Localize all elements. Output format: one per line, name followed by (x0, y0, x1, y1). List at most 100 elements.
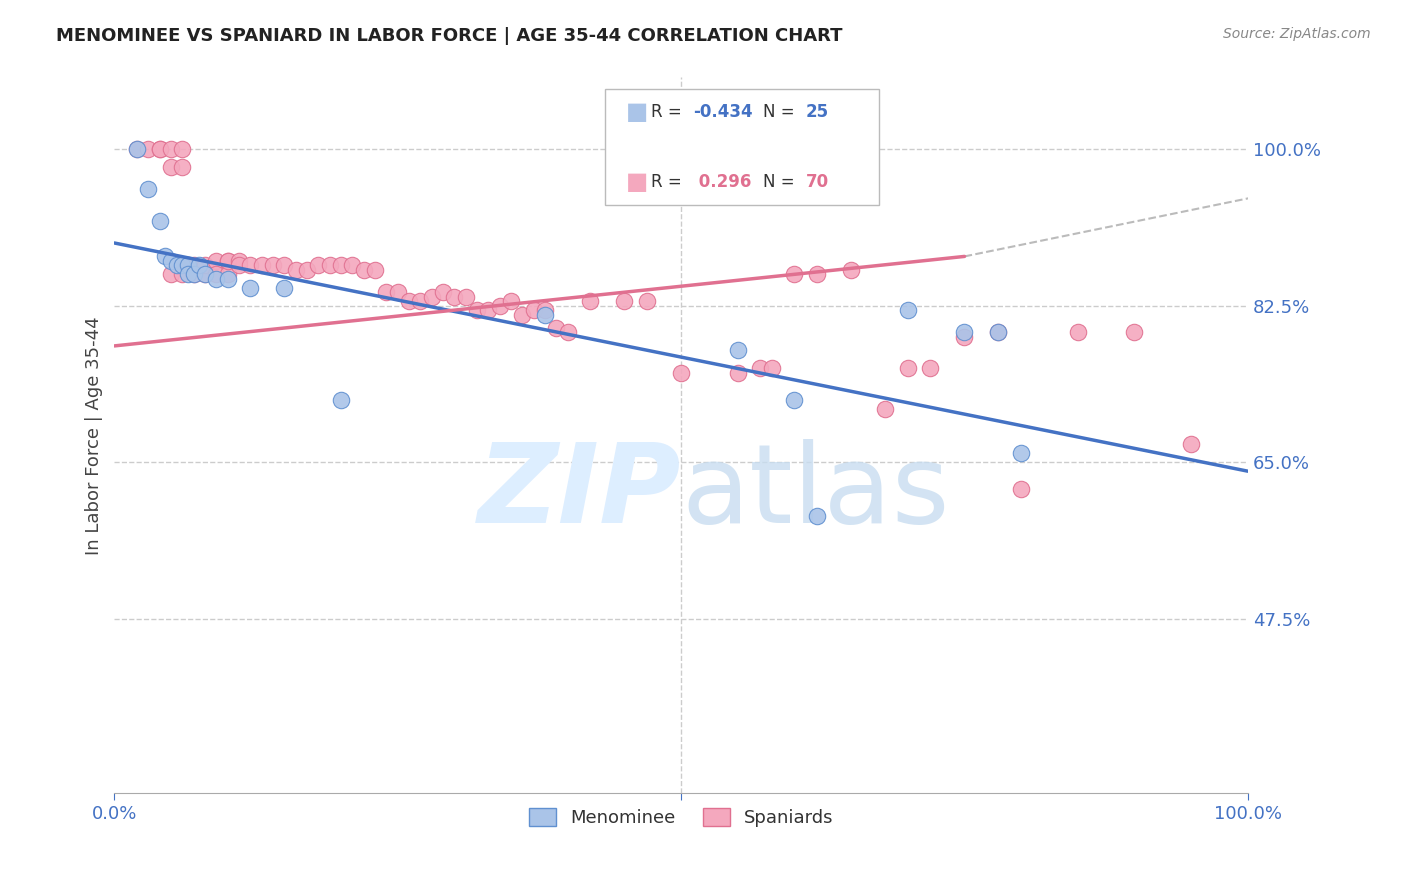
Point (149, 213, 172, 227)
Text: N =: N = (763, 173, 800, 191)
Text: -0.434: -0.434 (693, 103, 752, 121)
Point (420, 290, 443, 304)
Point (1180, 437, 1202, 451)
Point (239, 281, 262, 295)
Point (228, 253, 250, 268)
Text: Source: ZipAtlas.com: Source: ZipAtlas.com (1223, 27, 1371, 41)
Point (228, 258, 250, 272)
Point (194, 258, 217, 272)
Point (443, 290, 465, 304)
Text: 25: 25 (806, 103, 828, 121)
Point (783, 268, 806, 282)
Point (477, 303, 499, 318)
Point (432, 285, 454, 300)
Text: R =: R = (651, 103, 688, 121)
Point (534, 303, 557, 318)
Point (172, 160, 194, 174)
Point (987, 326, 1010, 340)
Point (897, 303, 920, 318)
Point (273, 281, 295, 295)
Point (806, 268, 828, 282)
Point (1067, 326, 1090, 340)
Point (160, 160, 183, 174)
Point (172, 142, 194, 156)
Point (375, 285, 398, 300)
Legend: Menominee, Spaniards: Menominee, Spaniards (522, 801, 841, 834)
Point (188, 258, 211, 272)
Point (183, 258, 205, 272)
Point (149, 142, 172, 156)
Point (1010, 446, 1032, 460)
Point (387, 285, 409, 300)
Point (205, 253, 228, 268)
Point (177, 268, 200, 282)
Point (920, 361, 942, 376)
Point (217, 253, 239, 268)
Point (465, 303, 488, 318)
Text: 0.296: 0.296 (693, 173, 752, 191)
Point (523, 303, 546, 318)
Point (172, 258, 194, 272)
Point (138, 182, 160, 196)
Point (262, 258, 284, 272)
Text: atlas: atlas (681, 439, 949, 546)
Point (205, 268, 228, 282)
Point (295, 263, 318, 277)
Point (125, 142, 148, 156)
Point (409, 294, 432, 309)
Point (353, 263, 375, 277)
Point (138, 142, 160, 156)
Point (307, 258, 329, 272)
Point (172, 268, 194, 282)
Point (160, 142, 183, 156)
Point (953, 326, 976, 340)
Text: MENOMINEE VS SPANIARD IN LABOR FORCE | AGE 35-44 CORRELATION CHART: MENOMINEE VS SPANIARD IN LABOR FORCE | A… (56, 27, 842, 45)
Point (806, 508, 828, 523)
Point (749, 361, 772, 376)
Point (155, 249, 177, 263)
Point (319, 258, 342, 272)
Point (194, 268, 217, 282)
Point (330, 258, 353, 272)
Point (488, 299, 510, 313)
Point (727, 366, 749, 380)
Point (875, 401, 897, 416)
Point (183, 268, 205, 282)
Point (761, 361, 783, 376)
Point (194, 268, 217, 282)
Point (160, 268, 183, 282)
Point (166, 258, 188, 272)
Point (183, 268, 205, 282)
Point (987, 326, 1010, 340)
Point (177, 258, 200, 272)
Point (149, 142, 172, 156)
Point (239, 258, 262, 272)
Point (1010, 482, 1032, 496)
Point (953, 330, 976, 344)
Text: R =: R = (651, 173, 688, 191)
Point (727, 343, 749, 358)
Point (342, 258, 364, 272)
Point (557, 326, 579, 340)
Point (1123, 326, 1146, 340)
Text: 70: 70 (806, 173, 828, 191)
Point (636, 294, 658, 309)
Point (398, 294, 420, 309)
Point (512, 308, 534, 322)
Point (160, 253, 183, 268)
Point (839, 263, 862, 277)
Point (273, 258, 295, 272)
Point (284, 263, 307, 277)
Y-axis label: In Labor Force | Age 35-44: In Labor Force | Age 35-44 (86, 316, 103, 555)
Point (669, 366, 692, 380)
Text: ■: ■ (626, 101, 648, 124)
Point (534, 308, 557, 322)
Point (501, 294, 523, 309)
Point (613, 294, 636, 309)
Text: ZIP: ZIP (478, 439, 681, 546)
Point (250, 258, 273, 272)
Point (546, 321, 568, 335)
Point (125, 142, 148, 156)
Point (330, 392, 353, 407)
Point (177, 258, 200, 272)
